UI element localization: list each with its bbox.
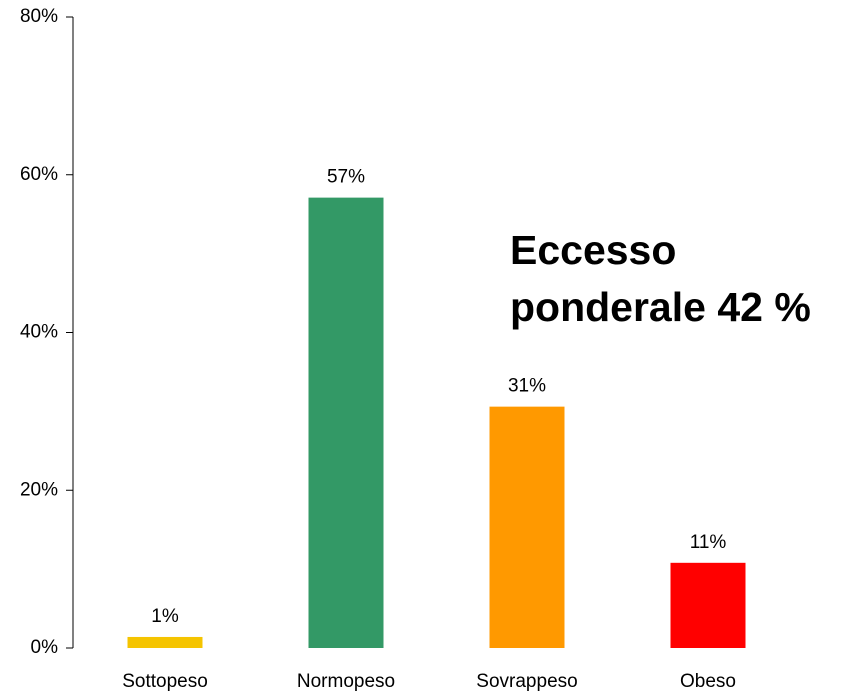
- x-tick-label: Obeso: [680, 671, 736, 692]
- value-label: 1%: [151, 606, 179, 627]
- annotation: Eccesso: [510, 227, 676, 273]
- x-tick-label: Normopeso: [297, 671, 395, 692]
- y-tick-label: 60%: [20, 164, 58, 185]
- y-tick-label: 20%: [20, 479, 58, 500]
- value-label: 11%: [690, 532, 727, 553]
- x-tick-label: Sovrappeso: [476, 671, 577, 692]
- annotation: ponderale 42 %: [510, 284, 811, 330]
- bar: [127, 636, 203, 648]
- x-tick-label: Sottopeso: [122, 671, 208, 692]
- bar: [670, 562, 746, 648]
- bar: [308, 197, 384, 648]
- y-tick-label: 0%: [31, 637, 59, 658]
- y-tick-label: 40%: [20, 322, 58, 343]
- bar: [489, 406, 565, 648]
- value-label: 31%: [508, 376, 546, 397]
- y-tick-label: 80%: [20, 6, 58, 27]
- value-label: 57%: [327, 167, 365, 188]
